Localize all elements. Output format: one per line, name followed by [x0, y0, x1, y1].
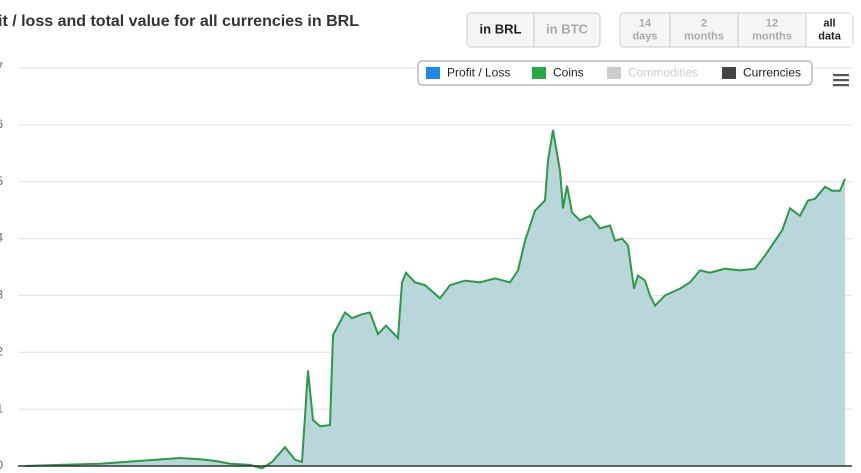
button-label: 2	[701, 17, 707, 29]
button-label: data	[818, 30, 842, 42]
button-label: in BTC	[546, 21, 588, 36]
legend-label: Currencies	[743, 66, 801, 80]
button-label: months	[752, 30, 792, 42]
y-tick-label: 4	[0, 231, 3, 245]
legend-item[interactable]: Currencies	[722, 66, 801, 80]
legend-item[interactable]: Coins	[532, 66, 584, 80]
line	[24, 129, 846, 470]
legend-label: Profit / Loss	[447, 66, 510, 80]
y-tick-label: 1	[0, 401, 3, 415]
y-tick-label: 7	[0, 60, 3, 74]
menu-bar	[833, 84, 849, 87]
legend-swatch	[722, 67, 736, 79]
menu-bar	[833, 79, 849, 82]
legend-label: Commodities	[628, 66, 698, 80]
legend-swatch	[532, 67, 546, 79]
button-label: 12	[766, 17, 778, 29]
area	[25, 130, 845, 469]
button[interactable]: in BTC	[533, 13, 589, 47]
button-label: days	[632, 30, 657, 42]
button-label: months	[684, 30, 724, 42]
y-tick-label: 0	[0, 458, 3, 472]
legend-item[interactable]: Profit / Loss	[426, 66, 510, 80]
button-label: 14	[639, 17, 652, 29]
legend-swatch	[607, 67, 621, 79]
y-tick-label: 2	[0, 344, 3, 358]
menu-bar	[833, 74, 849, 77]
chart-title: it / loss and total value for all curren…	[0, 13, 359, 30]
button-label: all	[823, 17, 835, 29]
y-tick-label: 6	[0, 117, 3, 131]
button-group	[619, 12, 854, 48]
y-tick-label: 5	[0, 174, 3, 188]
button-label: in BRL	[480, 21, 522, 36]
legend-item[interactable]: Commodities	[607, 66, 698, 80]
button-bg	[806, 13, 853, 47]
legend-swatch	[426, 67, 440, 79]
menu-button[interactable]	[833, 74, 849, 87]
legend-label: Coins	[553, 66, 584, 80]
button[interactable]: in BRL	[480, 21, 522, 36]
y-tick-label: 3	[0, 288, 3, 302]
